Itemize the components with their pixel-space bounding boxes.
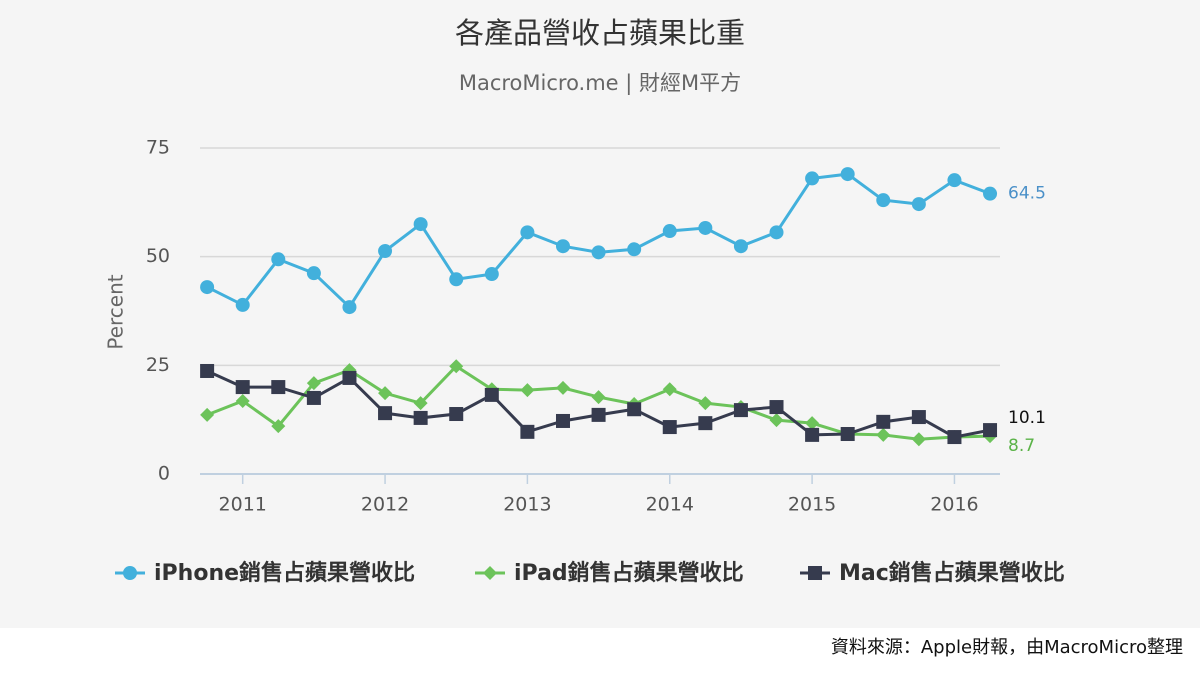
- data-point: [484, 267, 499, 282]
- data-point: [840, 167, 855, 182]
- data-point: [591, 245, 606, 260]
- x-tick-label: 2016: [930, 494, 978, 516]
- data-point: [413, 217, 428, 232]
- end-value-label: 10.1: [1008, 408, 1046, 428]
- data-point: [698, 220, 713, 235]
- data-point: [413, 410, 428, 425]
- chart-title: 各產品營收占蘋果比重: [455, 16, 745, 50]
- data-point: [698, 416, 713, 431]
- data-point: [911, 197, 926, 212]
- data-point: [876, 414, 891, 429]
- x-tick-label: 2012: [361, 494, 409, 516]
- legend-marker: [483, 566, 497, 580]
- end-value-label: 64.5: [1008, 184, 1046, 204]
- x-tick-label: 2014: [646, 494, 694, 516]
- data-point: [235, 380, 250, 395]
- y-axis-title: Percent: [104, 274, 128, 349]
- data-point: [342, 300, 357, 315]
- data-point: [449, 359, 464, 374]
- y-tick-label: 25: [146, 354, 170, 376]
- chart-subtitle: MacroMicro.me | 財經M平方: [459, 71, 741, 96]
- legend-label: Mac銷售占蘋果營收比: [839, 560, 1065, 586]
- data-point: [983, 186, 998, 201]
- end-value-label: 8.7: [1008, 436, 1035, 456]
- data-point: [947, 430, 962, 445]
- data-point: [733, 403, 748, 418]
- data-point: [627, 242, 642, 257]
- data-point: [378, 386, 393, 401]
- data-point: [555, 239, 570, 254]
- data-point: [911, 410, 926, 425]
- data-point: [306, 266, 321, 281]
- data-point: [555, 413, 570, 428]
- data-point: [484, 387, 499, 402]
- data-point: [378, 406, 393, 421]
- data-point: [876, 427, 891, 442]
- data-point: [271, 380, 286, 395]
- data-point: [911, 432, 926, 447]
- data-point: [805, 171, 820, 186]
- data-point: [805, 427, 820, 442]
- data-point: [342, 370, 357, 385]
- legend-marker: [123, 566, 137, 580]
- data-point: [520, 424, 535, 439]
- data-point: [413, 396, 428, 411]
- data-point: [235, 297, 250, 312]
- data-point: [591, 390, 606, 405]
- data-point: [983, 423, 998, 438]
- data-point: [769, 413, 784, 428]
- data-point: [662, 382, 677, 397]
- data-point: [520, 225, 535, 240]
- data-point: [627, 402, 642, 417]
- data-point: [449, 272, 464, 287]
- x-tick-label: 2011: [219, 494, 267, 516]
- legend-label: iPad銷售占蘋果營收比: [514, 560, 744, 586]
- data-point: [449, 407, 464, 422]
- data-point: [235, 393, 250, 408]
- data-point: [733, 239, 748, 254]
- x-tick-label: 2015: [788, 494, 836, 516]
- data-point: [200, 407, 215, 422]
- data-point: [769, 400, 784, 415]
- legend-marker: [808, 566, 822, 580]
- data-point: [662, 420, 677, 435]
- chart-background: [0, 0, 1200, 628]
- y-tick-label: 75: [146, 137, 170, 159]
- data-point: [306, 390, 321, 405]
- data-point: [805, 416, 820, 431]
- data-point: [662, 224, 677, 239]
- data-point: [306, 376, 321, 391]
- data-point: [840, 427, 855, 442]
- data-point: [378, 244, 393, 259]
- data-point: [271, 252, 286, 267]
- data-point: [555, 380, 570, 395]
- data-point: [271, 419, 286, 434]
- y-tick-label: 50: [146, 245, 170, 267]
- x-tick-label: 2013: [503, 494, 551, 516]
- data-point: [769, 225, 784, 240]
- y-tick-label: 0: [158, 463, 170, 485]
- legend-label: iPhone銷售占蘋果營收比: [154, 560, 415, 586]
- source-note: 資料來源：Apple財報，由MacroMicro整理: [831, 637, 1183, 658]
- data-point: [947, 173, 962, 188]
- data-point: [876, 193, 891, 208]
- data-point: [591, 407, 606, 422]
- data-point: [698, 396, 713, 411]
- data-point: [200, 363, 215, 378]
- data-point: [520, 383, 535, 398]
- data-point: [200, 280, 215, 295]
